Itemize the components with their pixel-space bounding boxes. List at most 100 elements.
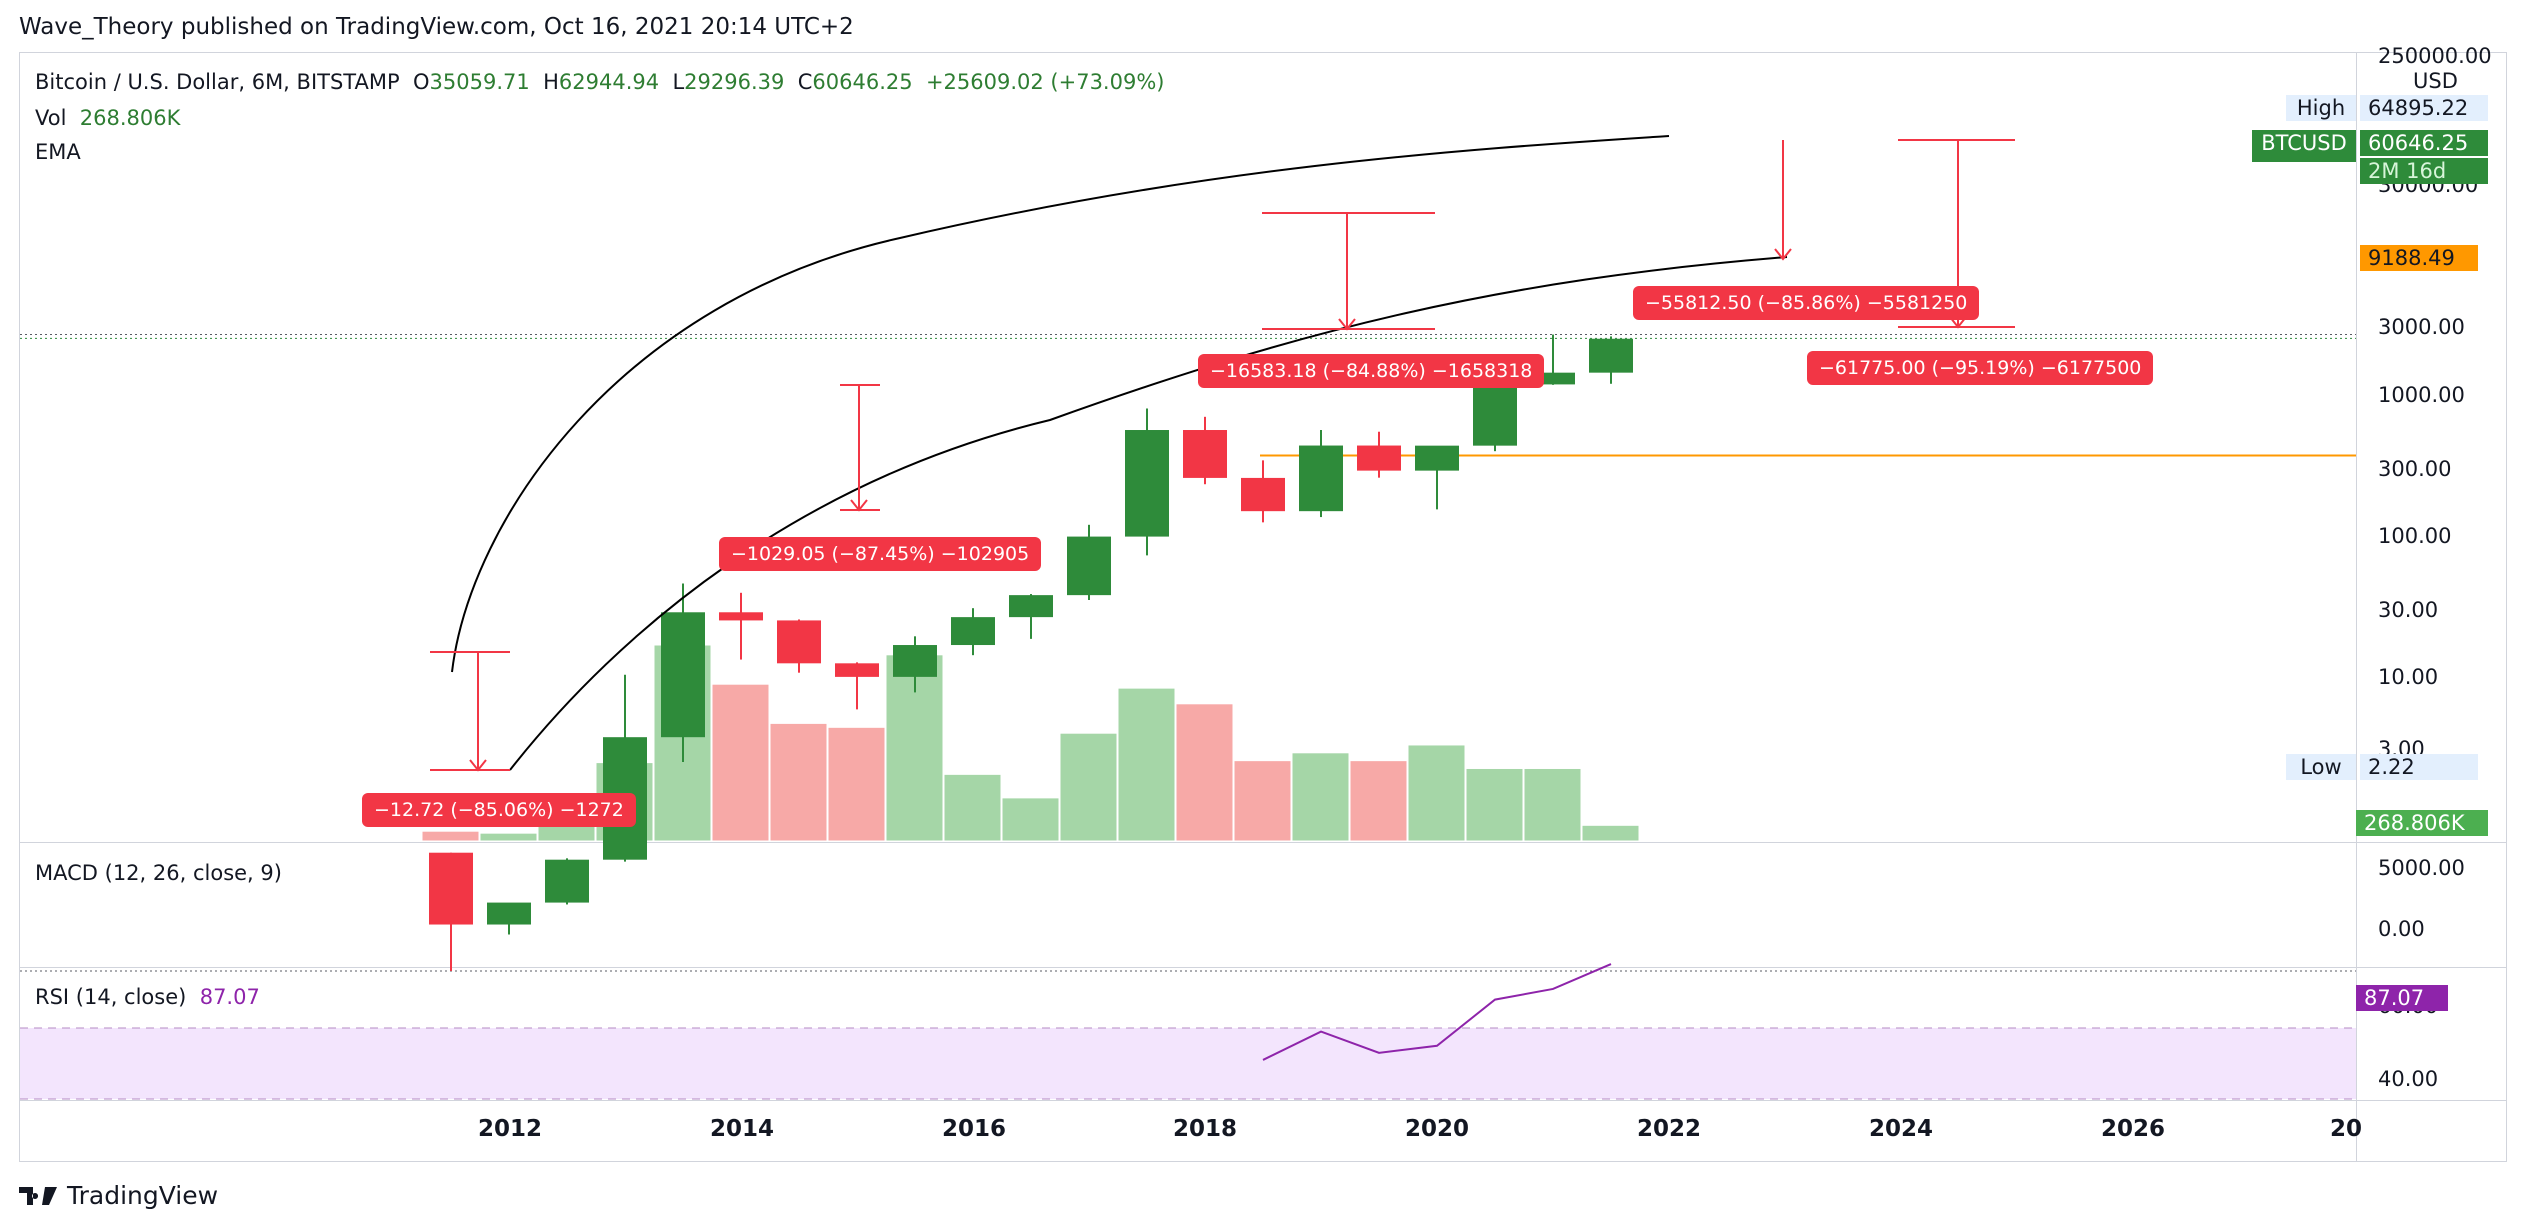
ema-label: EMA <box>35 140 81 164</box>
ema-legend[interactable]: EMA <box>35 140 81 164</box>
low-tag-label: Low <box>2286 754 2356 780</box>
candles <box>429 334 1633 971</box>
drawings <box>430 135 2015 772</box>
volume-bar <box>769 722 828 842</box>
symbol-tag: BTCUSD <box>2252 130 2356 162</box>
candle-up <box>951 617 995 646</box>
currency-label[interactable]: USD <box>2405 68 2466 94</box>
candle-down <box>1241 477 1285 512</box>
time-axis-separator <box>19 1100 2507 1101</box>
tradingview-logo-icon <box>19 1186 57 1205</box>
measure-label-3[interactable]: −16583.18 (−84.88%) −1658318 <box>1198 354 1545 388</box>
high-label: H <box>543 70 559 94</box>
measure-label-4[interactable]: −55812.50 (−85.86%) −5581250 <box>1633 286 1980 320</box>
change-value: +25609.02 (+73.09%) <box>925 70 1165 94</box>
upper-curve-line <box>451 135 1670 673</box>
candle-down <box>1357 445 1401 471</box>
volume-bar <box>479 832 538 842</box>
main-legend[interactable]: Bitcoin / U.S. Dollar, 6M, BITSTAMP O350… <box>35 70 1164 94</box>
candle-up <box>661 612 705 738</box>
price-axis-separator <box>2356 52 2357 1162</box>
candle-up <box>1473 384 1517 446</box>
volume-bar <box>421 830 480 842</box>
symbol-label[interactable]: Bitcoin / U.S. Dollar, 6M, BITSTAMP <box>35 70 400 94</box>
macd-label: MACD (12, 26, close, 9) <box>35 861 282 885</box>
low-tag-value: 2.22 <box>2360 754 2478 780</box>
bar-countdown: 2M 16d <box>2360 158 2488 184</box>
volume-bar <box>1117 687 1176 842</box>
volume-bar <box>711 683 770 842</box>
candle-up <box>1067 536 1111 596</box>
rsi-value-tag: 87.07 <box>2356 985 2448 1011</box>
price-tick: 250000.00 <box>2378 44 2492 68</box>
rsi-legend[interactable]: RSI (14, close) 87.07 <box>35 985 260 1009</box>
last-price-tag: 60646.25 <box>2360 130 2488 156</box>
price-tick: 3000.00 <box>2378 315 2465 339</box>
rsi-plot <box>20 963 2356 1100</box>
close-value: 60646.25 <box>812 70 913 94</box>
candle-up <box>1009 595 1053 618</box>
price-tick: 100.00 <box>2378 524 2452 548</box>
lower-curve-line <box>509 256 1788 771</box>
time-tick: 2020 <box>1404 1116 1470 1142</box>
candle-up <box>1415 445 1459 471</box>
volume-bar <box>1407 744 1466 842</box>
volume-bar <box>827 726 886 842</box>
macd-tick: 0.00 <box>2378 917 2425 941</box>
chart-frame <box>19 52 2507 1162</box>
volume-tag: 268.806K <box>2356 810 2488 836</box>
candle-up <box>1589 338 1633 373</box>
measure-label-5[interactable]: −61775.00 (−95.19%) −6177500 <box>1807 351 2154 385</box>
pane-separator-macd[interactable] <box>19 842 2507 843</box>
high-value: 62944.94 <box>558 70 660 94</box>
time-tick: 2014 <box>709 1116 775 1142</box>
low-value: 29296.39 <box>684 70 785 94</box>
measure-arrow-head <box>1774 248 1792 261</box>
tradingview-brand[interactable]: TradingView <box>19 1181 218 1210</box>
volume-bar <box>1581 824 1640 842</box>
price-tick: 30.00 <box>2378 598 2439 622</box>
volume-bar <box>1059 732 1118 842</box>
volume-legend[interactable]: Vol 268.806K <box>35 106 180 130</box>
price-tick: 1000.00 <box>2378 383 2465 407</box>
candle-up <box>545 859 589 903</box>
price-tick: 300.00 <box>2378 457 2452 481</box>
close-label: C <box>797 70 813 94</box>
macd-tick: 5000.00 <box>2378 856 2465 880</box>
high-tag-label: High <box>2286 95 2356 121</box>
measure-arrow-head <box>469 759 487 772</box>
macd-legend[interactable]: MACD (12, 26, close, 9) <box>35 861 282 885</box>
volume-value: 268.806K <box>79 106 181 130</box>
volume-bar <box>943 773 1002 842</box>
candle-down <box>777 620 821 664</box>
candle-down <box>835 663 879 677</box>
rsi-line <box>1262 963 1612 1061</box>
pane-separator-rsi[interactable] <box>19 967 2507 968</box>
rsi-tick: 40.00 <box>2378 1067 2439 1091</box>
volume-bar <box>1175 703 1234 842</box>
candle-down <box>1183 430 1227 478</box>
open-value: 35059.71 <box>429 70 530 94</box>
open-label: O <box>413 70 430 94</box>
level-price-tag: 9188.49 <box>2360 245 2478 271</box>
low-label: L <box>672 70 685 94</box>
measure-arrow-head <box>850 499 868 512</box>
volume-label: Vol <box>35 106 67 130</box>
measure-label-2[interactable]: −1029.05 (−87.45%) −102905 <box>719 537 1042 571</box>
time-tick: 2022 <box>1636 1116 1702 1142</box>
candle-up <box>1531 372 1575 385</box>
measure-arrow-head <box>1338 318 1356 331</box>
time-tick: 2018 <box>1172 1116 1238 1142</box>
volume-bar <box>1291 752 1350 842</box>
candle-down <box>429 852 473 925</box>
volume-bar <box>1523 767 1582 842</box>
price-tick: 10.00 <box>2378 665 2439 689</box>
candle-up <box>487 902 531 925</box>
time-tick: 2016 <box>941 1116 1007 1142</box>
rsi-label: RSI (14, close) <box>35 985 187 1009</box>
measure-label-1[interactable]: −12.72 (−85.06%) −1272 <box>362 793 636 827</box>
time-tick: 2026 <box>2100 1116 2166 1142</box>
volume-bar <box>1233 760 1292 842</box>
time-tick: 2024 <box>1868 1116 1934 1142</box>
